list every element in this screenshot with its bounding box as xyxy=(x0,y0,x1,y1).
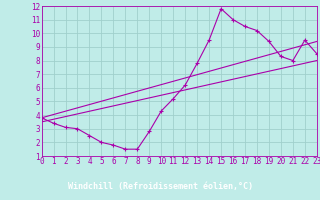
Text: Windchill (Refroidissement éolien,°C): Windchill (Refroidissement éolien,°C) xyxy=(68,182,252,192)
